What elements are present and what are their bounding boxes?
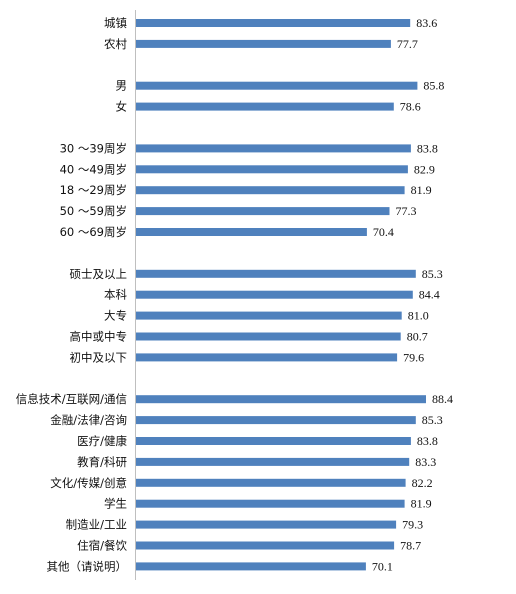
category-label: 30 ～39周岁 <box>60 141 127 155</box>
bar <box>136 165 408 174</box>
value-label: 84.4 <box>419 288 440 302</box>
bar <box>136 228 367 236</box>
value-label: 85.3 <box>422 267 443 281</box>
category-label: 文化/传媒/创意 <box>50 476 127 490</box>
category-label: 农村 <box>104 37 127 51</box>
value-label: 79.6 <box>403 350 424 364</box>
category-label: 高中或中专 <box>70 330 128 344</box>
category-label: 40 ～49周岁 <box>60 162 127 176</box>
value-label: 85.8 <box>423 79 444 93</box>
bar <box>136 353 398 362</box>
category-label: 大专 <box>104 309 127 323</box>
value-label: 80.7 <box>407 330 428 344</box>
bar <box>136 562 366 571</box>
value-label: 85.3 <box>422 413 443 427</box>
value-label: 77.3 <box>396 204 417 218</box>
bar <box>136 437 411 445</box>
bar <box>136 520 397 529</box>
bar <box>136 499 405 508</box>
value-label: 83.8 <box>417 434 438 448</box>
category-label: 医疗/健康 <box>77 434 127 448</box>
bar <box>136 395 426 404</box>
value-label: 83.8 <box>417 141 438 155</box>
bar <box>136 332 401 341</box>
category-label: 教育/科研 <box>77 455 127 469</box>
value-label: 77.7 <box>397 37 418 51</box>
bar <box>136 186 405 195</box>
category-label: 初中及以下 <box>70 350 128 364</box>
category-label: 60 ～69周岁 <box>60 225 127 239</box>
value-label: 81.9 <box>411 497 432 511</box>
bar <box>136 81 418 90</box>
value-label: 81.9 <box>411 183 432 197</box>
bars-layer <box>136 19 426 571</box>
category-label: 城镇 <box>104 16 127 30</box>
bar <box>136 207 390 216</box>
bar <box>136 269 416 278</box>
category-label: 金融/法律/咨询 <box>50 413 127 427</box>
category-label: 本科 <box>104 288 127 302</box>
value-label: 83.6 <box>416 16 437 30</box>
category-label: 信息技术/互联网/通信 <box>16 392 127 406</box>
value-label: 78.6 <box>400 100 421 114</box>
value-label: 70.1 <box>372 559 393 573</box>
value-label: 88.4 <box>432 392 453 406</box>
value-label: 79.3 <box>402 518 423 532</box>
bar <box>136 311 402 320</box>
bar <box>136 39 391 48</box>
bar <box>136 290 413 299</box>
category-label: 制造业/工业 <box>66 518 127 532</box>
category-label: 男 <box>116 79 128 93</box>
category-label: 18 ～29周岁 <box>60 183 127 197</box>
bar <box>136 457 410 466</box>
value-label: 81.0 <box>408 309 429 323</box>
category-label: 学生 <box>104 497 127 511</box>
bar <box>136 19 411 27</box>
category-label: 住宿/餐饮 <box>77 539 127 553</box>
category-label: 50 ～59周岁 <box>60 204 127 218</box>
value-label: 82.9 <box>414 162 435 176</box>
labels-layer: 城镇 83.6 农村 77.7 男 85.8 女 78.6 30 ～39周岁 83.8 40 ～49… <box>16 16 453 573</box>
category-label: 硕士及以上 <box>70 267 128 281</box>
value-label: 78.7 <box>400 539 421 553</box>
category-label: 女 <box>116 100 128 114</box>
value-label: 82.2 <box>412 476 433 490</box>
bar <box>136 102 394 111</box>
bar <box>136 478 406 487</box>
value-label: 70.4 <box>373 225 394 239</box>
category-label: 其他（请说明） <box>47 559 128 573</box>
bar <box>136 144 411 153</box>
bar <box>136 541 395 550</box>
bar <box>136 416 416 425</box>
value-label: 83.3 <box>415 455 436 469</box>
